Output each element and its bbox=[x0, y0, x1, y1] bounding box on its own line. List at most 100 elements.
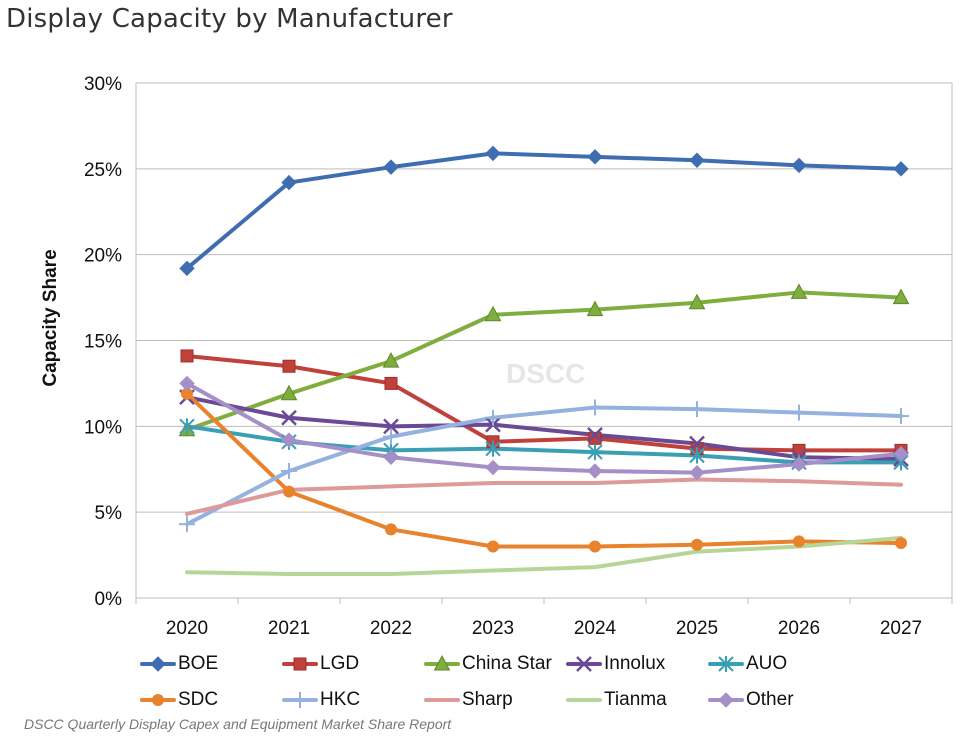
data-point-boe bbox=[893, 161, 909, 177]
x-tick-label: 2020 bbox=[166, 618, 208, 639]
series-line-sdc bbox=[185, 391, 903, 549]
legend-label: SDC bbox=[178, 689, 219, 710]
data-point-boe bbox=[791, 157, 807, 174]
legend-label: China Star bbox=[462, 653, 552, 674]
legend-swatch bbox=[566, 698, 602, 702]
data-point-auo bbox=[587, 444, 603, 461]
legend-label: Innolux bbox=[604, 653, 666, 674]
data-point-boe bbox=[179, 260, 195, 277]
series-line-lgd bbox=[185, 353, 903, 453]
legend-label: Sharp bbox=[462, 689, 513, 710]
x-tick-label: 2022 bbox=[370, 618, 412, 639]
data-point-other bbox=[485, 459, 501, 476]
x-tick-label: 2021 bbox=[268, 618, 310, 639]
legend-marker-hkc bbox=[292, 692, 308, 708]
y-tick-label: 30% bbox=[84, 74, 122, 95]
legend-label: LGD bbox=[320, 653, 360, 674]
series-markers bbox=[178, 145, 910, 553]
legend-label: Tianma bbox=[604, 689, 667, 710]
source-note: DSCC Quarterly Display Capex and Equipme… bbox=[24, 716, 452, 732]
series-lines bbox=[185, 151, 903, 576]
page-title: Display Capacity by Manufacturer bbox=[6, 4, 453, 34]
series-line-china-star bbox=[185, 290, 903, 432]
y-tick-label: 15% bbox=[84, 332, 122, 353]
data-point-other bbox=[791, 456, 807, 472]
series-line-hkc bbox=[185, 405, 903, 527]
legend-item-innolux: Innolux bbox=[566, 653, 708, 675]
data-point-china-star bbox=[586, 300, 604, 317]
data-point-sdc bbox=[793, 535, 805, 548]
legend-marker-sdc bbox=[152, 694, 164, 706]
y-axis-label: Capacity Share bbox=[40, 249, 61, 386]
data-point-sdc bbox=[181, 387, 193, 400]
legend-item-hkc: HKC bbox=[282, 689, 424, 711]
data-point-auo bbox=[689, 447, 705, 464]
data-point-innolux bbox=[689, 435, 705, 452]
data-point-lgd bbox=[282, 359, 296, 373]
data-point-innolux bbox=[587, 427, 603, 443]
legend-marker-boe bbox=[150, 656, 166, 672]
series-line-innolux bbox=[185, 395, 903, 461]
data-point-hkc bbox=[281, 462, 297, 479]
data-point-other bbox=[587, 463, 603, 479]
legend-label: Other bbox=[746, 689, 794, 710]
y-tick-labels: 0% 5% 10% 15% 20% 25% 30% bbox=[84, 74, 122, 610]
data-point-sdc bbox=[283, 485, 295, 498]
legend-label: BOE bbox=[178, 653, 219, 674]
legend-item-tianma: Tianma bbox=[566, 689, 708, 711]
data-point-sdc bbox=[385, 523, 397, 536]
data-point-boe bbox=[485, 145, 501, 162]
legend-item-china-star: China Star bbox=[424, 653, 566, 675]
legend-row: BOE LGD China Star Innolux AUO bbox=[140, 646, 940, 682]
legend-item-boe: BOE bbox=[140, 653, 282, 675]
data-point-hkc bbox=[179, 516, 195, 533]
legend-swatch bbox=[282, 692, 318, 708]
legend-label: HKC bbox=[320, 689, 361, 710]
series-line-boe bbox=[185, 151, 903, 271]
legend-swatch bbox=[708, 656, 744, 672]
data-point-china-star bbox=[688, 293, 706, 310]
legend-swatch bbox=[424, 698, 460, 702]
legend-marker-other bbox=[718, 692, 734, 708]
grid-lines bbox=[135, 82, 953, 604]
data-point-other bbox=[689, 464, 705, 481]
data-point-hkc bbox=[689, 401, 705, 418]
watermark: DSCC bbox=[506, 358, 586, 389]
data-point-boe bbox=[587, 149, 603, 165]
data-point-other bbox=[179, 375, 195, 392]
legend-swatch bbox=[424, 654, 460, 671]
legend-marker-innolux bbox=[576, 656, 592, 672]
data-point-other bbox=[281, 432, 297, 448]
x-tick-label: 2024 bbox=[574, 618, 617, 639]
data-point-auo bbox=[179, 418, 195, 435]
data-point-china-star bbox=[484, 305, 502, 322]
data-point-hkc bbox=[383, 428, 399, 445]
data-point-innolux bbox=[281, 409, 297, 426]
legend-swatch bbox=[140, 656, 176, 672]
legend-marker-auo bbox=[718, 656, 734, 672]
y-tick-label: 0% bbox=[95, 589, 123, 610]
data-point-innolux bbox=[383, 418, 399, 435]
y-tick-label: 5% bbox=[95, 503, 123, 524]
data-point-other bbox=[383, 449, 399, 465]
data-point-china-star bbox=[382, 352, 400, 368]
x-tick-label: 2026 bbox=[778, 618, 820, 639]
series-line-tianma bbox=[185, 535, 903, 576]
data-point-sdc bbox=[487, 540, 499, 553]
series-line-sharp bbox=[185, 477, 903, 516]
y-tick-label: 25% bbox=[84, 160, 122, 181]
data-point-other bbox=[893, 446, 909, 462]
data-point-sdc bbox=[895, 537, 907, 550]
legend-swatch bbox=[282, 657, 318, 671]
data-point-boe bbox=[689, 152, 705, 168]
data-point-sdc bbox=[589, 540, 601, 553]
legend-marker-lgd bbox=[293, 657, 307, 671]
x-tick-label: 2023 bbox=[472, 618, 514, 639]
legend-item-sharp: Sharp bbox=[424, 689, 566, 711]
data-point-hkc bbox=[587, 399, 603, 416]
legend-item-auo: AUO bbox=[708, 653, 850, 675]
x-tick-label: 2025 bbox=[676, 618, 718, 639]
legend-swatch bbox=[708, 692, 744, 708]
legend-marker-china-star bbox=[433, 654, 451, 671]
legend-swatch bbox=[140, 694, 176, 706]
